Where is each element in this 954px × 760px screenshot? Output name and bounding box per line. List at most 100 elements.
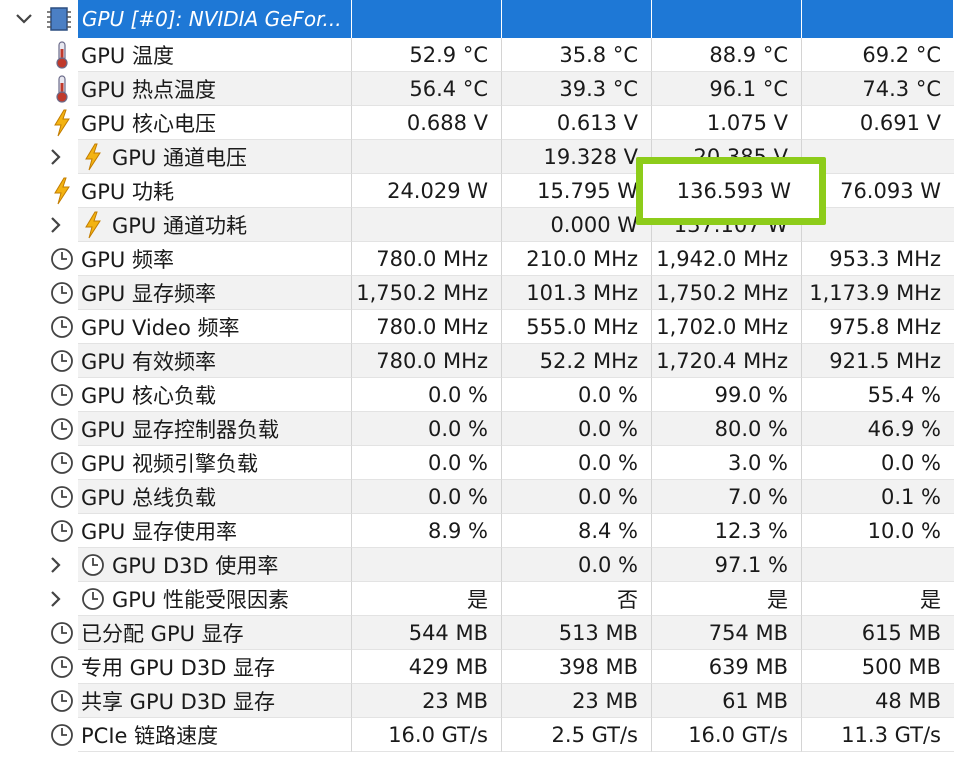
sensor-row[interactable]: GPU 显存频率 1,750.2 MHz 101.3 MHz 1,750.2 MHz 1… <box>0 276 954 310</box>
sensor-label: 已分配 GPU 显存 <box>81 621 244 646</box>
chevron-down-icon[interactable] <box>14 9 34 29</box>
row-tree-cell <box>0 446 78 480</box>
clock-icon <box>48 312 76 342</box>
device-header-row[interactable]: GPU [#0]: NVIDIA GeFor... <box>0 0 954 38</box>
sensor-label-cell: GPU 功耗 <box>78 174 352 208</box>
sensor-label-cell: GPU 温度 <box>78 38 352 72</box>
value-current: 0.0 % <box>352 412 502 446</box>
row-tree-cell <box>0 684 78 718</box>
chevron-right-icon[interactable] <box>46 147 66 167</box>
value-max: 1.075 V <box>652 106 802 140</box>
sensor-row[interactable]: 专用 GPU D3D 显存 429 MB 398 MB 639 MB 500 MB <box>0 650 954 684</box>
value-min: 398 MB <box>502 650 652 684</box>
lightning-icon <box>80 143 106 171</box>
chevron-right-icon[interactable] <box>46 589 66 609</box>
row-tree-cell <box>0 38 78 72</box>
sensor-label: GPU 总线负载 <box>81 485 216 510</box>
value-min: 0.0 % <box>502 446 652 480</box>
sensor-label: GPU 有效频率 <box>81 349 216 374</box>
sensor-label-cell: GPU 有效频率 <box>78 344 352 378</box>
sensor-row[interactable]: GPU 显存使用率 8.9 % 8.4 % 12.3 % 10.0 % <box>0 514 954 548</box>
value-max: 1,942.0 MHz <box>652 242 802 276</box>
value-max: 754 MB <box>652 616 802 650</box>
sensor-label: GPU 显存控制器负载 <box>81 417 279 442</box>
row-tree-cell <box>0 582 78 616</box>
sensor-label-cell: GPU 显存频率 <box>78 276 352 310</box>
value-max: 16.0 GT/s <box>652 718 802 752</box>
value-current: 780.0 MHz <box>352 242 502 276</box>
value-min: 35.8 °C <box>502 38 652 72</box>
sensor-label: GPU 热点温度 <box>81 77 216 102</box>
value-min: 8.4 % <box>502 514 652 548</box>
value-min: 2.5 GT/s <box>502 718 652 752</box>
value-min: 19.328 V <box>502 140 652 174</box>
value-avg: 500 MB <box>802 650 954 684</box>
chevron-right-icon[interactable] <box>46 555 66 575</box>
value-min: 15.795 W <box>502 174 652 208</box>
value-current: 52.9 °C <box>352 38 502 72</box>
gpu-chip-icon <box>44 4 74 34</box>
lightning-icon <box>48 108 76 138</box>
value-current: 0.0 % <box>352 446 502 480</box>
value-avg: 1,173.9 MHz <box>802 276 954 310</box>
clock-icon <box>80 551 106 579</box>
value-min: 52.2 MHz <box>502 344 652 378</box>
highlighted-value: 136.593 W <box>676 179 791 203</box>
sensor-row[interactable]: GPU 性能受限因素是否是是 <box>0 582 954 616</box>
chevron-right-icon[interactable] <box>46 215 66 235</box>
sensor-label: GPU 视频引擎负载 <box>81 451 258 476</box>
clock-icon <box>48 244 76 274</box>
value-avg: 10.0 % <box>802 514 954 548</box>
sensor-row[interactable]: GPU 有效频率 780.0 MHz 52.2 MHz 1,720.4 MHz 921.… <box>0 344 954 378</box>
value-avg: 0.691 V <box>802 106 954 140</box>
clock-icon <box>48 414 76 444</box>
sensor-row[interactable]: GPU 视频引擎负载 0.0 % 0.0 % 3.0 % 0.0 % <box>0 446 954 480</box>
value-avg: 11.3 GT/s <box>802 718 954 752</box>
sensor-label-cell: GPU 总线负载 <box>78 480 352 514</box>
value-max: 7.0 % <box>652 480 802 514</box>
sensor-label-cell: GPU 核心负载 <box>78 378 352 412</box>
sensor-label-cell: 已分配 GPU 显存 <box>78 616 352 650</box>
value-current: 544 MB <box>352 616 502 650</box>
value-avg <box>802 548 954 582</box>
sensor-row[interactable]: GPU Video 频率 780.0 MHz 555.0 MHz 1,702.0 MH… <box>0 310 954 344</box>
value-current: 0.688 V <box>352 106 502 140</box>
sensor-row[interactable]: GPU 频率 780.0 MHz 210.0 MHz 1,942.0 MHz 953.3… <box>0 242 954 276</box>
value-max: 1,750.2 MHz <box>652 276 802 310</box>
clock-icon <box>48 448 76 478</box>
sensor-row[interactable]: 已分配 GPU 显存 544 MB 513 MB 754 MB 615 MB <box>0 616 954 650</box>
value-max: 639 MB <box>652 650 802 684</box>
value-avg: 921.5 MHz <box>802 344 954 378</box>
sensor-label: GPU 通道电压 <box>112 145 247 170</box>
sensor-label-cell: GPU 显存控制器负载 <box>78 412 352 446</box>
row-tree-cell <box>0 72 78 106</box>
sensor-row[interactable]: PCIe 链路速度 16.0 GT/s 2.5 GT/s 16.0 GT/s 11.3 … <box>0 718 954 752</box>
row-tree-cell <box>0 548 78 582</box>
sensor-label-cell: PCIe 链路速度 <box>78 718 352 752</box>
sensor-label: GPU Video 频率 <box>81 315 240 340</box>
clock-icon <box>48 278 76 308</box>
value-max: 96.1 °C <box>652 72 802 106</box>
sensor-row[interactable]: 共享 GPU D3D 显存 23 MB 23 MB 61 MB 48 MB <box>0 684 954 718</box>
value-current <box>352 140 502 174</box>
sensor-label: GPU 性能受限因素 <box>112 587 289 612</box>
sensor-row[interactable]: GPU 热点温度 56.4 °C 39.3 °C 96.1 °C 74.3 °C <box>0 72 954 106</box>
sensor-row[interactable]: GPU 核心负载 0.0 % 0.0 % 99.0 % 55.4 % <box>0 378 954 412</box>
sensor-row[interactable]: GPU 总线负载 0.0 % 0.0 % 7.0 % 0.1 % <box>0 480 954 514</box>
value-min: 0.0 % <box>502 412 652 446</box>
value-current: 1,750.2 MHz <box>352 276 502 310</box>
value-max: 12.3 % <box>652 514 802 548</box>
device-tree-toggle[interactable] <box>0 0 78 38</box>
sensor-row[interactable]: GPU 温度 52.9 °C 35.8 °C 88.9 °C 69.2 °C <box>0 38 954 72</box>
sensor-label-cell: GPU 热点温度 <box>78 72 352 106</box>
sensor-label: GPU 显存使用率 <box>81 519 237 544</box>
sensor-row[interactable]: GPU D3D 使用率 0.0 % 97.1 % <box>0 548 954 582</box>
sensor-label-cell: 专用 GPU D3D 显存 <box>78 650 352 684</box>
value-current: 0.0 % <box>352 378 502 412</box>
header-col-current <box>352 0 502 38</box>
sensor-row[interactable]: GPU 核心电压 0.688 V 0.613 V 1.075 V 0.691 V <box>0 106 954 140</box>
sensor-row[interactable]: GPU 显存控制器负载 0.0 % 0.0 % 80.0 % 46.9 % <box>0 412 954 446</box>
clock-icon <box>48 346 76 376</box>
value-avg: 76.093 W <box>802 174 954 208</box>
